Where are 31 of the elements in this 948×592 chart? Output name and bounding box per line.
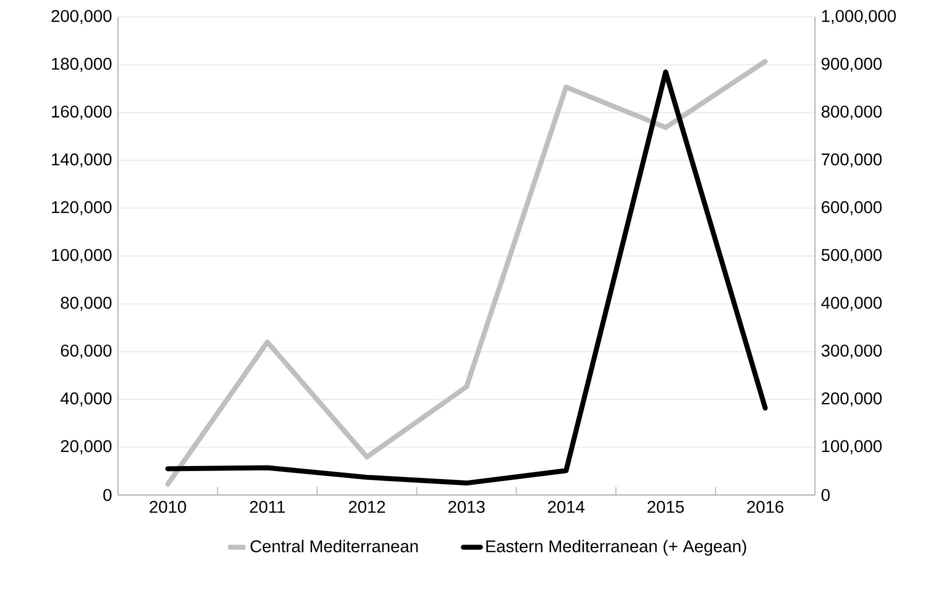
y2-tick-label: 500,000 [822, 248, 882, 264]
y2-tick-label: 900,000 [822, 58, 882, 72]
y-tick-label: 40,000 [60, 392, 112, 406]
y2-tick-label: 200,000 [822, 392, 882, 406]
y2-tick-label: 100,000 [822, 440, 882, 454]
x-tick-label: 2012 [348, 500, 385, 513]
y-tick-label: 200,000 [52, 10, 112, 24]
x-tick-label: 2016 [747, 500, 784, 513]
y-tick-label: 100,000 [52, 248, 112, 264]
y-tick-label: 20,000 [61, 440, 112, 454]
legend-label: Central Mediterranean [250, 540, 418, 552]
y-tick-label: 120,000 [52, 201, 112, 216]
y2-tick-label: 400,000 [821, 296, 882, 311]
y2-tick-label: 700,000 [822, 153, 882, 168]
y-tick-label: 60,000 [61, 344, 112, 359]
legend-label: Eastern Mediterranean (+ Aegean) [486, 540, 746, 556]
y2-tick-label: 800,000 [822, 106, 882, 120]
x-tick-label: 2014 [548, 500, 584, 513]
y2-tick-label: 1,000,000 [822, 10, 896, 24]
y-tick-label: 140,000 [52, 153, 112, 168]
x-tick-label: 2013 [448, 500, 485, 513]
x-tick-label: 2015 [648, 500, 684, 513]
y-tick-label: 0 [103, 488, 112, 502]
y2-tick-label: 300,000 [822, 344, 882, 359]
x-tick-label: 2010 [150, 500, 186, 513]
y-tick-label: 180,000 [52, 58, 112, 72]
y2-tick-label: 600,000 [822, 201, 882, 216]
y-tick-label: 160,000 [52, 106, 112, 120]
x-tick-label: 2011 [250, 500, 285, 513]
y-tick-label: 80,000 [60, 296, 112, 311]
y2-tick-label: 0 [822, 488, 830, 502]
